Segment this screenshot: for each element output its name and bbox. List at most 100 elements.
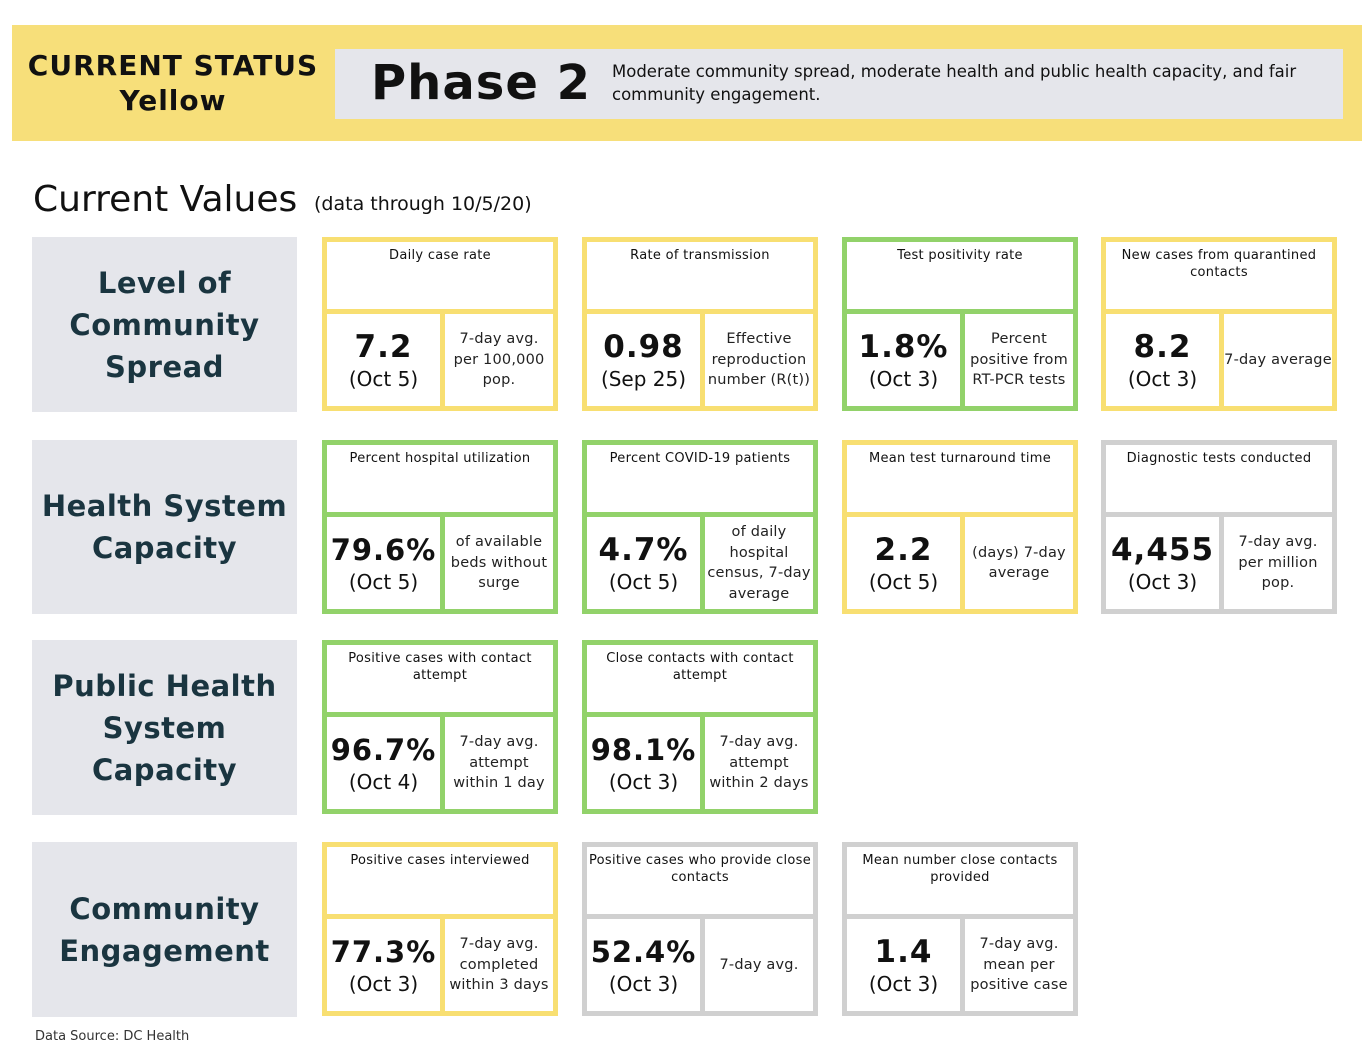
metric-date: (Oct 3) [868, 972, 939, 996]
metric-date: (Oct 3) [1127, 367, 1198, 391]
metric-description: (days) 7-day average [972, 544, 1066, 582]
card-divider [847, 512, 1073, 517]
metric-value-block: 79.6% (Oct 5) [327, 517, 440, 609]
metric-value-block: 96.7% (Oct 4) [327, 717, 440, 809]
metric-value-block: 77.3% (Oct 3) [327, 919, 440, 1011]
metric-description: 7-day avg. completed within 3 days [449, 936, 549, 994]
metric-value: 1.4 [874, 934, 933, 970]
metric-description: Effective reproduction number (R(t)) [707, 331, 811, 389]
metric-card: Percent COVID-19 patients 4.7% (Oct 5) of d… [582, 440, 818, 614]
metric-date: (Oct 5) [608, 570, 679, 594]
card-divider [587, 712, 813, 717]
metric-value: 7.2 [354, 329, 413, 365]
card-divider [960, 517, 965, 609]
metric-value-block: 1.4 (Oct 3) [847, 919, 960, 1011]
card-divider [847, 914, 1073, 919]
metric-value: 77.3% [330, 935, 437, 969]
data-source: Data Source: DC Health [35, 1029, 190, 1044]
metric-value-block: 4.7% (Oct 5) [587, 517, 700, 609]
card-divider [440, 517, 445, 609]
row-label-community-spread: Level of Community Spread [32, 237, 297, 412]
metric-date: (Oct 5) [868, 570, 939, 594]
metric-value: 98.1% [590, 733, 697, 767]
card-divider [440, 314, 445, 406]
metric-value-block: 7.2 (Oct 5) [327, 314, 440, 406]
card-divider [587, 309, 813, 314]
row-label-public-health: Public Health System Capacity [32, 640, 297, 815]
metric-description: 7-day avg. per 100,000 pop. [453, 331, 545, 389]
row-label-community-engagement: Community Engagement [32, 842, 297, 1017]
card-divider [587, 512, 813, 517]
card-divider [700, 919, 705, 1011]
metric-card: Positive cases interviewed 77.3% (Oct 3) 7-… [322, 842, 558, 1016]
metric-title: Percent hospital utilization [349, 451, 531, 466]
phase-description: Moderate community spread, moderate heal… [612, 62, 1297, 104]
metric-title: Diagnostic tests conducted [1126, 451, 1312, 466]
card-divider [700, 314, 705, 406]
metric-card: Test positivity rate 1.8% (Oct 3) Percent p… [842, 237, 1078, 411]
metric-value-block: 2.2 (Oct 5) [847, 517, 960, 609]
metric-title: Mean test turnaround time [868, 451, 1052, 466]
card-divider [1219, 314, 1224, 406]
current-status: CURRENT STATUS Yellow [12, 25, 334, 141]
metric-date: (Oct 3) [608, 972, 679, 996]
card-divider [700, 717, 705, 809]
metric-description: 7-day avg. mean per positive case [970, 936, 1068, 994]
card-divider [440, 717, 445, 809]
status-heading: CURRENT STATUS [27, 49, 319, 82]
metric-date: (Oct 3) [1127, 570, 1198, 594]
metric-value: 8.2 [1133, 329, 1192, 365]
metric-date: (Oct 5) [348, 570, 419, 594]
card-divider [960, 314, 965, 406]
phase-title: Phase 2 [371, 55, 591, 111]
metric-value-block: 98.1% (Oct 3) [587, 717, 700, 809]
card-divider [1106, 309, 1332, 314]
metric-description: 7-day avg. attempt within 2 days [709, 734, 809, 792]
metric-title: New cases from quarantined contacts [1121, 248, 1317, 280]
status-color: Yellow [119, 84, 227, 117]
data-date-note: (data through 10/5/20) [314, 193, 532, 215]
metric-card: Positive cases with contact attempt 96.7%… [322, 640, 558, 814]
metric-value: 0.98 [603, 329, 684, 365]
card-divider [960, 919, 965, 1011]
card-divider [700, 517, 705, 609]
metric-value-block: 8.2 (Oct 3) [1106, 314, 1219, 406]
row-label-text: Community Engagement [59, 891, 270, 968]
metric-description: Percent positive from RT-PCR tests [970, 331, 1068, 389]
metric-description: of daily hospital census, 7-day average [707, 524, 811, 602]
metric-value: 1.8% [858, 329, 949, 365]
metric-card: Rate of transmission 0.98 (Sep 25) Effectiv… [582, 237, 818, 411]
metric-value: 79.6% [330, 533, 437, 567]
metric-title: Rate of transmission [630, 248, 770, 263]
metric-card: New cases from quarantined contacts 8.2 (O… [1101, 237, 1337, 411]
metric-title: Positive cases who provide close contact… [588, 853, 812, 885]
metric-date: (Oct 3) [608, 770, 679, 794]
card-divider [1106, 512, 1332, 517]
card-divider [327, 712, 553, 717]
metric-value: 96.7% [330, 733, 437, 767]
metric-title: Positive cases with contact attempt [348, 651, 532, 683]
metric-card: Mean number close contacts provided 1.4 (O… [842, 842, 1078, 1016]
card-divider [327, 512, 553, 517]
metric-title: Mean number close contacts provided [862, 853, 1058, 885]
metric-description: 7-day avg. attempt within 1 day [453, 734, 545, 792]
metric-value: 4,455 [1110, 532, 1215, 568]
row-label-text: Public Health System Capacity [52, 668, 277, 787]
metric-date: (Oct 3) [348, 972, 419, 996]
metric-card: Mean test turnaround time 2.2 (Oct 5) (days… [842, 440, 1078, 614]
metric-date: (Oct 4) [348, 770, 419, 794]
metric-value-block: 0.98 (Sep 25) [587, 314, 700, 406]
card-divider [440, 919, 445, 1011]
metric-title: Close contacts with contact attempt [606, 651, 794, 683]
metric-value-block: 4,455 (Oct 3) [1106, 517, 1219, 609]
metric-value: 52.4% [590, 935, 697, 969]
metric-description: 7-day average [1224, 351, 1332, 368]
metric-date: (Oct 5) [348, 367, 419, 391]
phase-panel: Phase 2 Moderate community spread, moder… [335, 49, 1343, 119]
metric-value-block: 52.4% (Oct 3) [587, 919, 700, 1011]
section-title: Current Values [33, 179, 298, 220]
card-divider [327, 914, 553, 919]
card-divider [847, 309, 1073, 314]
metric-card: Percent hospital utilization 79.6% (Oct 5)… [322, 440, 558, 614]
metric-description: 7-day avg. [719, 956, 799, 973]
